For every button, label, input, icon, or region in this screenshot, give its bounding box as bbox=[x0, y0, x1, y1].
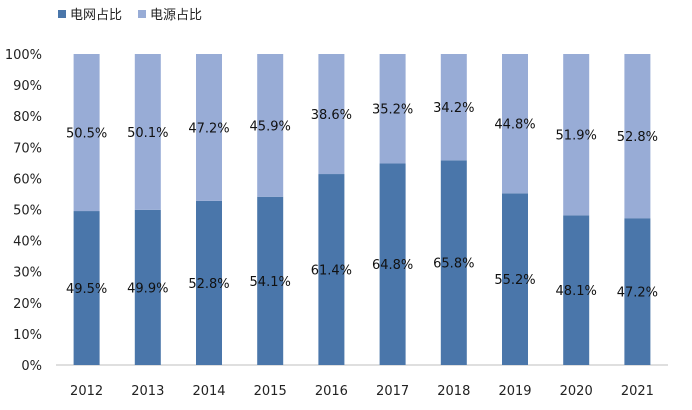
data-label-source-share: 51.9% bbox=[556, 129, 597, 144]
x-tick-label: 2018 bbox=[437, 384, 470, 399]
bar-source-share bbox=[318, 54, 345, 175]
bar-grid-share bbox=[257, 196, 284, 365]
legend-item-grid-share: 电网占比 bbox=[58, 4, 122, 23]
data-label-source-share: 35.2% bbox=[372, 103, 413, 118]
data-label-source-share: 50.1% bbox=[127, 126, 168, 141]
data-label-grid-share: 54.1% bbox=[250, 275, 291, 290]
bar-source-share bbox=[73, 54, 100, 212]
bar-source-share bbox=[502, 54, 528, 194]
legend-swatch-grid-share bbox=[58, 9, 66, 18]
x-tick-label: 2014 bbox=[192, 384, 225, 399]
y-tick-label: 60% bbox=[13, 172, 42, 187]
bar-grid-share bbox=[379, 163, 406, 365]
data-label-source-share: 52.8% bbox=[617, 130, 658, 145]
bar-source-share bbox=[257, 54, 284, 197]
data-label-source-share: 38.6% bbox=[311, 108, 352, 123]
x-tick-label: 2019 bbox=[498, 384, 531, 399]
data-label-grid-share: 64.8% bbox=[372, 258, 413, 273]
y-tick-label: 100% bbox=[5, 48, 42, 63]
legend-label-grid-share: 电网占比 bbox=[70, 8, 123, 23]
data-label-source-share: 47.2% bbox=[188, 121, 229, 136]
data-label-source-share: 34.2% bbox=[433, 101, 474, 116]
y-tick-label: 10% bbox=[13, 328, 42, 343]
data-label-grid-share: 48.1% bbox=[556, 284, 597, 299]
data-label-source-share: 45.9% bbox=[250, 119, 291, 134]
x-tick-label: 2017 bbox=[376, 384, 409, 399]
legend-item-source-share: 电源占比 bbox=[138, 4, 202, 23]
x-tick-label: 2020 bbox=[560, 384, 593, 399]
x-tick-label: 2013 bbox=[131, 384, 164, 399]
bar-source-share bbox=[379, 54, 406, 164]
legend-swatch-source-share bbox=[138, 9, 147, 18]
x-tick-label: 2016 bbox=[315, 384, 348, 399]
bar-source-share bbox=[134, 54, 161, 210]
bar-source-share bbox=[440, 54, 467, 161]
bar-source-share bbox=[624, 54, 651, 219]
data-label-grid-share: 47.2% bbox=[617, 286, 658, 301]
y-tick-label: 90% bbox=[13, 79, 42, 94]
bar-grid-share bbox=[73, 211, 100, 365]
bar-source-share bbox=[196, 54, 222, 201]
y-tick-label: 50% bbox=[13, 204, 42, 219]
bar-grid-share bbox=[440, 160, 467, 365]
data-label-grid-share: 49.9% bbox=[127, 281, 168, 296]
bar-source-share bbox=[563, 54, 590, 216]
x-tick-label: 2012 bbox=[70, 384, 103, 399]
y-tick-label: 40% bbox=[13, 235, 42, 250]
data-label-grid-share: 65.8% bbox=[433, 257, 474, 272]
y-tick-label: 20% bbox=[13, 297, 42, 312]
y-tick-label: 80% bbox=[13, 110, 42, 125]
bar-grid-share bbox=[563, 215, 590, 365]
bar-grid-share bbox=[134, 209, 161, 365]
data-label-grid-share: 49.5% bbox=[66, 282, 107, 297]
bar-grid-share bbox=[318, 174, 345, 365]
bar-grid-share bbox=[502, 193, 528, 365]
y-tick-label: 0% bbox=[21, 359, 42, 374]
legend-label-source-share: 电源占比 bbox=[150, 8, 203, 23]
y-tick-label: 30% bbox=[13, 266, 42, 281]
data-label-grid-share: 61.4% bbox=[311, 264, 352, 279]
x-tick-label: 2021 bbox=[621, 384, 654, 399]
bar-grid-share bbox=[624, 218, 651, 365]
bar-grid-share bbox=[196, 200, 222, 365]
legend: 电网占比 电源占比 bbox=[58, 4, 202, 23]
y-tick-label: 70% bbox=[13, 141, 42, 156]
x-tick-label: 2015 bbox=[254, 384, 287, 399]
data-label-grid-share: 52.8% bbox=[188, 277, 229, 292]
data-label-grid-share: 55.2% bbox=[494, 273, 535, 288]
data-label-source-share: 50.5% bbox=[66, 127, 107, 142]
data-label-source-share: 44.8% bbox=[494, 118, 535, 133]
